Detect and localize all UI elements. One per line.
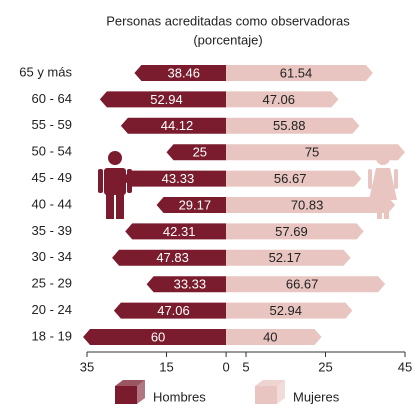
bar-label: 75 <box>305 145 319 160</box>
category-label: 55 - 59 <box>32 117 72 132</box>
bar-label: 66.67 <box>286 277 319 292</box>
bar-label: 25 <box>193 145 207 160</box>
legend-swatch-top <box>255 380 285 386</box>
category-label: 30 - 34 <box>32 249 72 264</box>
category-label: 65 y más <box>19 64 72 79</box>
bar <box>156 197 227 213</box>
category-label: 35 - 39 <box>32 223 72 238</box>
legend-label: Mujeres <box>293 389 340 404</box>
bar <box>226 144 405 161</box>
x-tick-label: 15 <box>159 359 173 374</box>
bar-label: 42.31 <box>163 224 196 239</box>
bar-label: 61.54 <box>280 65 313 80</box>
bar-label: 55.88 <box>273 118 306 133</box>
bar-label: 44.12 <box>161 118 194 133</box>
bar <box>125 223 227 240</box>
bar <box>134 65 227 81</box>
x-tick-label: 45 <box>398 359 412 374</box>
man-icon <box>98 151 132 219</box>
category-label: 60 - 64 <box>32 91 72 106</box>
bar <box>226 91 339 108</box>
legend-swatch <box>115 386 137 404</box>
x-tick-label: 25 <box>318 359 332 374</box>
bar-label: 38.46 <box>167 65 200 80</box>
bar <box>113 302 227 319</box>
bar <box>226 276 386 293</box>
bar <box>83 329 227 345</box>
bar <box>226 197 396 213</box>
bar-label: 52.94 <box>269 303 302 318</box>
bar <box>122 170 227 187</box>
bar <box>226 329 322 345</box>
legend-swatch-side <box>137 380 145 404</box>
bar-label: 40 <box>263 329 277 344</box>
x-tick-label: 35 <box>80 359 94 374</box>
bar <box>120 117 227 134</box>
chart-subtitle: (porcentaje) <box>193 32 262 47</box>
bar-label: 47.06 <box>262 92 295 107</box>
x-tick-label: 5 <box>242 359 249 374</box>
bar-label: 60 <box>151 329 165 344</box>
bar-label: 29.17 <box>179 197 212 212</box>
bar-label: 56.67 <box>274 171 307 186</box>
bar <box>226 223 364 240</box>
category-label: 20 - 24 <box>32 302 72 317</box>
bar-label: 70.83 <box>291 197 324 212</box>
bar <box>166 144 227 161</box>
legend-swatch-side <box>277 380 285 404</box>
category-label: 18 - 19 <box>32 328 72 343</box>
category-label: 40 - 44 <box>32 196 72 211</box>
bar <box>226 249 351 266</box>
bar-label: 47.83 <box>156 250 189 265</box>
bar-label: 57.69 <box>275 224 308 239</box>
bar <box>146 276 227 293</box>
bar <box>226 65 373 81</box>
bar <box>226 117 360 134</box>
bar <box>226 170 362 187</box>
bar <box>226 302 353 319</box>
bar-label: 47.06 <box>157 303 190 318</box>
x-tick-label: 0 <box>223 359 230 374</box>
bar-label: 52.94 <box>150 92 183 107</box>
category-label: 50 - 54 <box>32 144 72 159</box>
legend-swatch <box>255 386 277 404</box>
chart-title: Personas acreditadas como observadoras <box>106 13 350 28</box>
category-label: 45 - 49 <box>32 170 72 185</box>
bar-label: 33.33 <box>174 277 207 292</box>
bar <box>99 91 227 108</box>
bar <box>112 249 227 266</box>
category-label: 25 - 29 <box>32 276 72 291</box>
bar-label: 52.17 <box>269 250 302 265</box>
legend-label: Hombres <box>153 389 206 404</box>
bar-label: 43.33 <box>162 171 195 186</box>
legend-swatch-top <box>115 380 145 386</box>
